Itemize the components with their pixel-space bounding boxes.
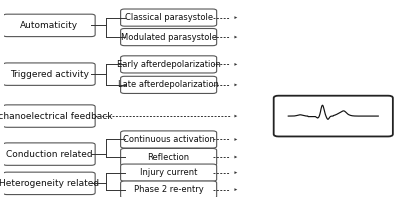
Text: Mechanoelectrical feedback: Mechanoelectrical feedback xyxy=(0,112,113,121)
FancyBboxPatch shape xyxy=(121,28,217,46)
Text: Heterogeneity related: Heterogeneity related xyxy=(0,179,99,188)
FancyBboxPatch shape xyxy=(274,96,393,137)
FancyBboxPatch shape xyxy=(121,164,217,181)
FancyBboxPatch shape xyxy=(121,76,217,94)
Text: Injury current: Injury current xyxy=(140,168,197,177)
Text: Reflection: Reflection xyxy=(148,152,190,162)
FancyBboxPatch shape xyxy=(3,63,95,85)
FancyBboxPatch shape xyxy=(121,9,217,26)
Text: Modulated parasystole: Modulated parasystole xyxy=(121,33,217,42)
FancyBboxPatch shape xyxy=(3,105,95,127)
FancyBboxPatch shape xyxy=(3,172,95,195)
Text: Triggered activity: Triggered activity xyxy=(10,70,88,79)
Text: Continuous activation: Continuous activation xyxy=(123,135,214,144)
Text: Phase 2 re-entry: Phase 2 re-entry xyxy=(134,185,204,194)
Text: Conduction related: Conduction related xyxy=(6,150,92,159)
Text: Automaticity: Automaticity xyxy=(20,21,78,30)
Text: Late afterdepolarization: Late afterdepolarization xyxy=(118,80,219,89)
Text: Classical parasystole: Classical parasystole xyxy=(124,13,213,22)
FancyBboxPatch shape xyxy=(121,181,217,198)
FancyBboxPatch shape xyxy=(3,143,95,165)
Text: Early afterdepolarization: Early afterdepolarization xyxy=(117,60,220,69)
FancyBboxPatch shape xyxy=(3,14,95,37)
FancyBboxPatch shape xyxy=(121,148,217,166)
FancyBboxPatch shape xyxy=(121,131,217,148)
FancyBboxPatch shape xyxy=(121,56,217,73)
